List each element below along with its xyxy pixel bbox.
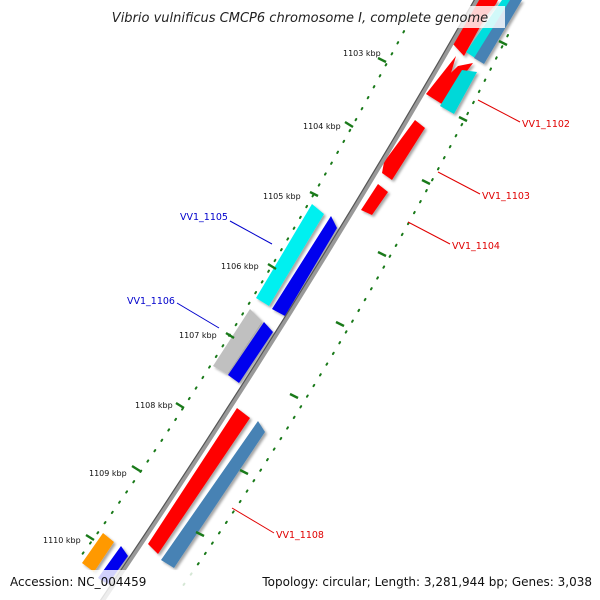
gene-arrow-blue-1106[interactable] [228, 322, 273, 383]
chromosome-backbone-edge [99, 0, 475, 600]
tick-label-1109: 1109 kbp [89, 469, 127, 478]
inner-dotted-arc [179, 34, 509, 591]
footer-background [0, 570, 600, 600]
chromosome-backbone [100, 0, 480, 600]
title-background [95, 6, 505, 28]
gene-label-vv1-1106[interactable]: VV1_1106 [127, 296, 175, 307]
gene-label-vv1-1105[interactable]: VV1_1105 [180, 212, 228, 223]
tick-marks [85, 39, 508, 542]
gene-arrow-cyan-1102[interactable] [440, 70, 477, 114]
gene-arrow-vv1-1106[interactable] [213, 309, 262, 374]
gene-arrow-steelblue-1108[interactable] [161, 421, 265, 568]
gene-label-vv1-1103[interactable]: VV1_1103 [482, 191, 530, 202]
map-title: Vibrio vulnificus CMCP6 chromosome I, co… [112, 11, 488, 26]
gene-arrow-vv1-1104[interactable] [361, 184, 388, 215]
topology-text: Topology: circular; Length: 3,281,944 bp… [261, 575, 592, 589]
gene-arrow-vv1-1107[interactable] [148, 408, 250, 554]
gene-arrow-vv1-1109[interactable] [82, 533, 114, 572]
gene-label-vv1-1104[interactable]: VV1_1104 [452, 241, 500, 252]
tick-label-1103: 1103 kbp [343, 49, 381, 58]
tick-label-1108: 1108 kbp [135, 401, 173, 410]
gene-arrow-blue-1105[interactable] [272, 216, 337, 316]
tick-label-1104: 1104 kbp [303, 122, 341, 131]
tick-label-1106: 1106 kbp [221, 262, 259, 271]
outer-dotted-arc [77, 19, 411, 561]
accession-text: Accession: NC_004459 [10, 575, 146, 589]
gene-label-vv1-1108[interactable]: VV1_1108 [276, 530, 324, 541]
gene-arrow-vv1-1103[interactable] [382, 120, 425, 180]
tick-label-1105: 1105 kbp [263, 192, 301, 201]
gene-leader-lines [176, 99, 521, 534]
gene-label-vv1-1102[interactable]: VV1_1102 [522, 119, 570, 130]
gene-arrow-steelblue-top[interactable] [474, 0, 522, 64]
tick-label-1107: 1107 kbp [179, 331, 217, 340]
gene-arrow-vv1-1105[interactable] [256, 204, 324, 306]
tick-label-1110: 1110 kbp [43, 536, 81, 545]
